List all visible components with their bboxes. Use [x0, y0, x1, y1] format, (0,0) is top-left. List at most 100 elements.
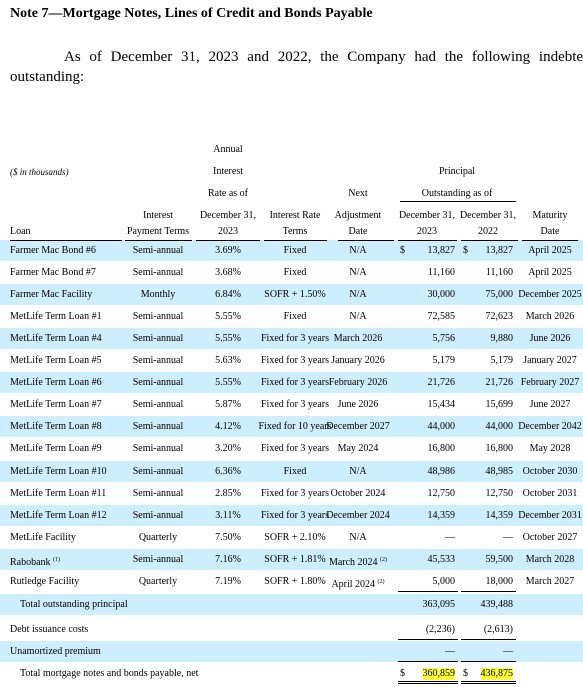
cell-p2023: 12,750: [427, 487, 456, 499]
cell-p2023: 21,726: [427, 377, 456, 389]
loan-name: Rabobank (1): [10, 556, 61, 568]
cell-payment: Semi-annual: [132, 267, 184, 279]
cell-p2023: (2,236): [425, 624, 455, 635]
cell-rate: 5.55%: [215, 377, 241, 389]
cell-p2022: 59,500: [485, 553, 514, 565]
loan-name: MetLife Term Loan #1: [10, 311, 102, 323]
cell-p2023: 5,000: [432, 575, 456, 587]
header: 2023: [417, 226, 437, 237]
cell-rate-terms: SOFR + 1.80%: [264, 575, 326, 587]
rule: [461, 240, 518, 241]
row-shade: [0, 328, 583, 350]
header: Payment Terms: [126, 226, 190, 237]
row-shade: [0, 504, 583, 526]
cell-rate-terms: Fixed: [283, 311, 307, 323]
rule: [398, 639, 458, 640]
cell-next: N/A: [349, 465, 367, 477]
cell-p2023: 30,000: [427, 289, 456, 301]
cell-next: December 2024: [326, 509, 390, 521]
cell-payment: Semi-annual: [132, 465, 184, 477]
cell-maturity: October 2030: [522, 465, 578, 477]
cell-rate: 7.16%: [215, 553, 241, 565]
cell-maturity: April 2025: [528, 245, 572, 256]
loan-name: Rutledge Facility: [10, 575, 80, 587]
rule: [264, 240, 327, 241]
rule: [461, 590, 516, 592]
cell-p2023: —: [445, 531, 455, 543]
row-shade: [0, 240, 583, 261]
header: Rate as of: [208, 188, 248, 199]
rule: [10, 240, 122, 241]
header: Date: [540, 226, 560, 237]
cell-maturity: October 2031: [522, 487, 578, 499]
header: December 31,: [398, 210, 456, 221]
cell-maturity: February 2027: [520, 377, 580, 389]
cell-payment: Quarterly: [138, 531, 178, 543]
rule: [398, 240, 457, 241]
rule: [461, 681, 516, 682]
row-shade: [0, 416, 583, 438]
rule: [398, 683, 458, 684]
cell-p2023: 5,756: [432, 333, 456, 345]
cell-p2023: 5,179: [432, 355, 456, 367]
row-shade: [0, 594, 583, 615]
cell-maturity: October 2027: [522, 531, 578, 543]
cell-rate: 6.84%: [215, 289, 241, 301]
cell-p2023: 363,095: [422, 599, 456, 610]
cell-maturity: December 2025: [518, 289, 582, 301]
header: Maturity: [532, 210, 568, 221]
header: Annual: [213, 144, 243, 155]
cell-p2022: 44,000: [485, 421, 514, 433]
header: Date: [348, 226, 368, 237]
cell-p2023: 48,986: [427, 465, 456, 477]
row-shade: [0, 548, 583, 570]
cell-rate: 3.20%: [215, 443, 241, 455]
loan-name: MetLife Term Loan #5: [10, 355, 102, 367]
cell-maturity: June 2026: [529, 333, 571, 345]
cell-p2022: 9,880: [490, 333, 514, 345]
cell-rate-terms: Fixed: [283, 245, 307, 256]
cell-p2022: 14,359: [485, 509, 514, 521]
rule: [461, 639, 516, 640]
loan-name: MetLife Term Loan #11: [10, 487, 107, 499]
cell-p2022: 16,800: [485, 443, 514, 455]
cell-rate-terms: Fixed for 3 years: [260, 333, 330, 345]
cell-p2023: 16,800: [427, 443, 456, 455]
cell-maturity: May 2028: [529, 443, 571, 455]
cell-p2023: 13,827: [427, 245, 456, 256]
cell-payment: Monthly: [140, 289, 176, 301]
rule: [398, 590, 458, 592]
rule: [400, 201, 516, 202]
cell-rate: 6.36%: [215, 465, 241, 477]
loan-name: MetLife Term Loan #6: [10, 377, 102, 389]
loan-name: Total mortgage notes and bonds payable, …: [20, 668, 199, 679]
rule: [338, 240, 394, 241]
cell-rate-terms: SOFR + 2.10%: [264, 531, 326, 543]
header: Principal: [438, 166, 476, 177]
header: Loan: [10, 226, 31, 237]
cell-next: January 2026: [331, 355, 385, 367]
cell-p2023: 45,533: [427, 553, 456, 565]
cell-p2022: 436,875: [480, 668, 513, 680]
cell-next: October 2024: [330, 487, 386, 499]
cell-rate: 3.68%: [215, 267, 241, 279]
cell-maturity: December 2031: [518, 509, 582, 521]
cell-payment: Semi-annual: [132, 377, 184, 389]
paragraph-line: As of December 31, 2023 and 2022, the Co…: [64, 49, 583, 65]
cell-maturity: June 2027: [529, 399, 571, 411]
cell-next: N/A: [349, 289, 367, 301]
cell-next: April 2024 (2): [331, 578, 385, 590]
cell-next: March 2026: [333, 333, 383, 345]
cell-maturity: March 2028: [525, 553, 575, 565]
loan-name: MetLife Term Loan #4: [10, 333, 102, 345]
cell-p2023: 44,000: [427, 421, 456, 433]
loan-name: MetLife Term Loan #7: [10, 399, 102, 411]
cell-next: N/A: [349, 245, 367, 256]
cell-rate: 3.69%: [215, 245, 241, 256]
cell-p2023: —: [445, 646, 455, 657]
loan-name: MetLife Term Loan #9: [10, 443, 102, 455]
row-shade: [0, 460, 583, 482]
cell-p2022: 75,000: [485, 289, 514, 301]
paragraph-line: outstanding:: [10, 69, 85, 85]
cell-next: N/A: [349, 267, 367, 279]
